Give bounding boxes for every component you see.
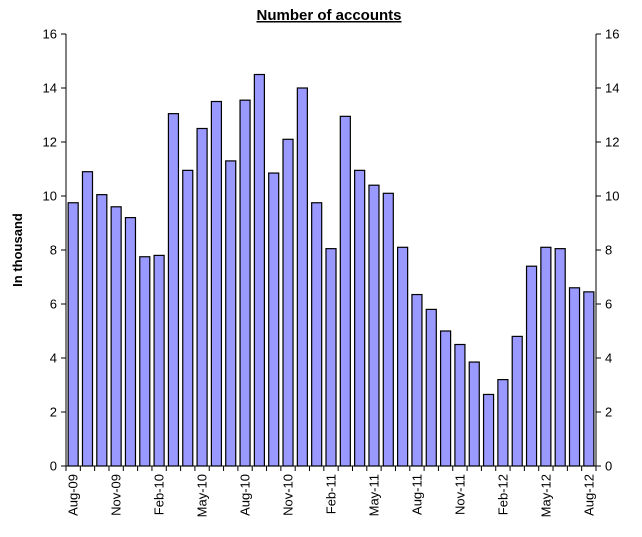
bar-Dec-11	[468, 361, 480, 467]
bar-Apr-10	[182, 169, 194, 467]
left-tick-label: 2	[50, 405, 57, 420]
left-tick-label: 12	[43, 135, 57, 150]
x-tick-label: Aug-12	[581, 474, 596, 516]
x-tick-label: Nov-09	[109, 474, 124, 516]
x-tick-label: May-11	[366, 474, 381, 516]
x-tick-label: Nov-11	[452, 474, 467, 515]
left-tick-label: 4	[50, 351, 57, 366]
right-tick-label: 10	[605, 189, 619, 204]
bar-Jan-10	[139, 256, 151, 467]
bar-Dec-09	[124, 217, 137, 467]
bar-Dec-10	[296, 87, 308, 467]
x-tick-label: May-12	[538, 474, 553, 517]
right-tick-label: 0	[605, 459, 612, 474]
bar-Jun-11	[382, 192, 394, 467]
bar-Jun-12	[554, 248, 566, 467]
right-tick-label: 6	[605, 297, 612, 312]
x-tick-label: Aug-11	[409, 474, 424, 515]
bar-Jun-10	[210, 100, 223, 467]
bar-Aug-11	[411, 293, 423, 467]
left-y-ticks: 0 2 4 6 8 10 12 14 16	[43, 27, 66, 474]
chart-title: Number of accounts	[256, 7, 401, 24]
x-tick-label: Feb-11	[324, 474, 339, 514]
right-tick-label: 16	[605, 27, 619, 42]
bar-Feb-12	[497, 379, 509, 467]
x-tick-label: Aug-09	[66, 474, 81, 516]
bar-Nov-11	[454, 343, 466, 467]
left-tick-label: 14	[43, 81, 57, 96]
bar-May-12	[540, 246, 552, 467]
x-tick-label: Feb-10	[152, 474, 167, 515]
right-y-ticks: 0 2 4 6 8 10 12 14 16	[596, 27, 619, 474]
left-tick-label: 8	[50, 243, 57, 258]
x-tick-label: Feb-12	[495, 474, 510, 515]
left-tick-label: 16	[43, 27, 57, 42]
bar-Mar-12	[511, 335, 523, 467]
bar-Apr-12	[525, 265, 538, 467]
left-tick-label: 10	[43, 189, 57, 204]
right-tick-label: 14	[605, 81, 619, 96]
bar-Aug-09	[67, 202, 79, 467]
bar-Jan-12	[482, 393, 495, 467]
bar-Jul-12	[568, 287, 581, 467]
bar-Feb-10	[153, 254, 165, 467]
bar-May-10	[196, 127, 208, 467]
right-tick-label: 4	[605, 351, 612, 366]
bar-Sep-11	[425, 308, 437, 467]
x-ticks: Aug-09 Nov-09 Feb-10 May-10 Aug-10 Nov-10 Feb-…	[65, 466, 597, 517]
bar-Jan-11	[311, 202, 323, 467]
bar-Oct-09	[96, 194, 108, 467]
bar-Oct-10	[268, 172, 280, 467]
bar-Sep-10	[253, 73, 265, 467]
x-tick-label: Aug-10	[238, 474, 253, 516]
left-tick-label: 0	[50, 459, 57, 474]
bar-Nov-09	[110, 206, 122, 467]
bar-Jul-10	[225, 160, 237, 467]
bar-Feb-11	[325, 248, 337, 467]
bars-group	[67, 73, 595, 467]
bar-Jul-11	[397, 246, 409, 467]
bar-Sep-09	[81, 171, 94, 467]
bar-Mar-10	[167, 113, 180, 467]
bar-Oct-11	[439, 330, 452, 467]
x-tick-label: May-10	[195, 474, 210, 517]
bar-Mar-11	[339, 115, 351, 467]
bar-Apr-11	[354, 169, 366, 467]
right-tick-label: 2	[605, 405, 612, 420]
left-tick-label: 6	[50, 297, 57, 312]
bar-Aug-10	[239, 99, 251, 467]
x-tick-label: Nov-10	[281, 474, 296, 516]
right-tick-label: 8	[605, 243, 612, 258]
bar-Nov-10	[282, 138, 294, 467]
bar-Aug-12	[583, 291, 595, 467]
bar-May-11	[368, 184, 380, 467]
y-axis-label: In thousand	[10, 213, 25, 287]
right-tick-label: 12	[605, 135, 619, 150]
